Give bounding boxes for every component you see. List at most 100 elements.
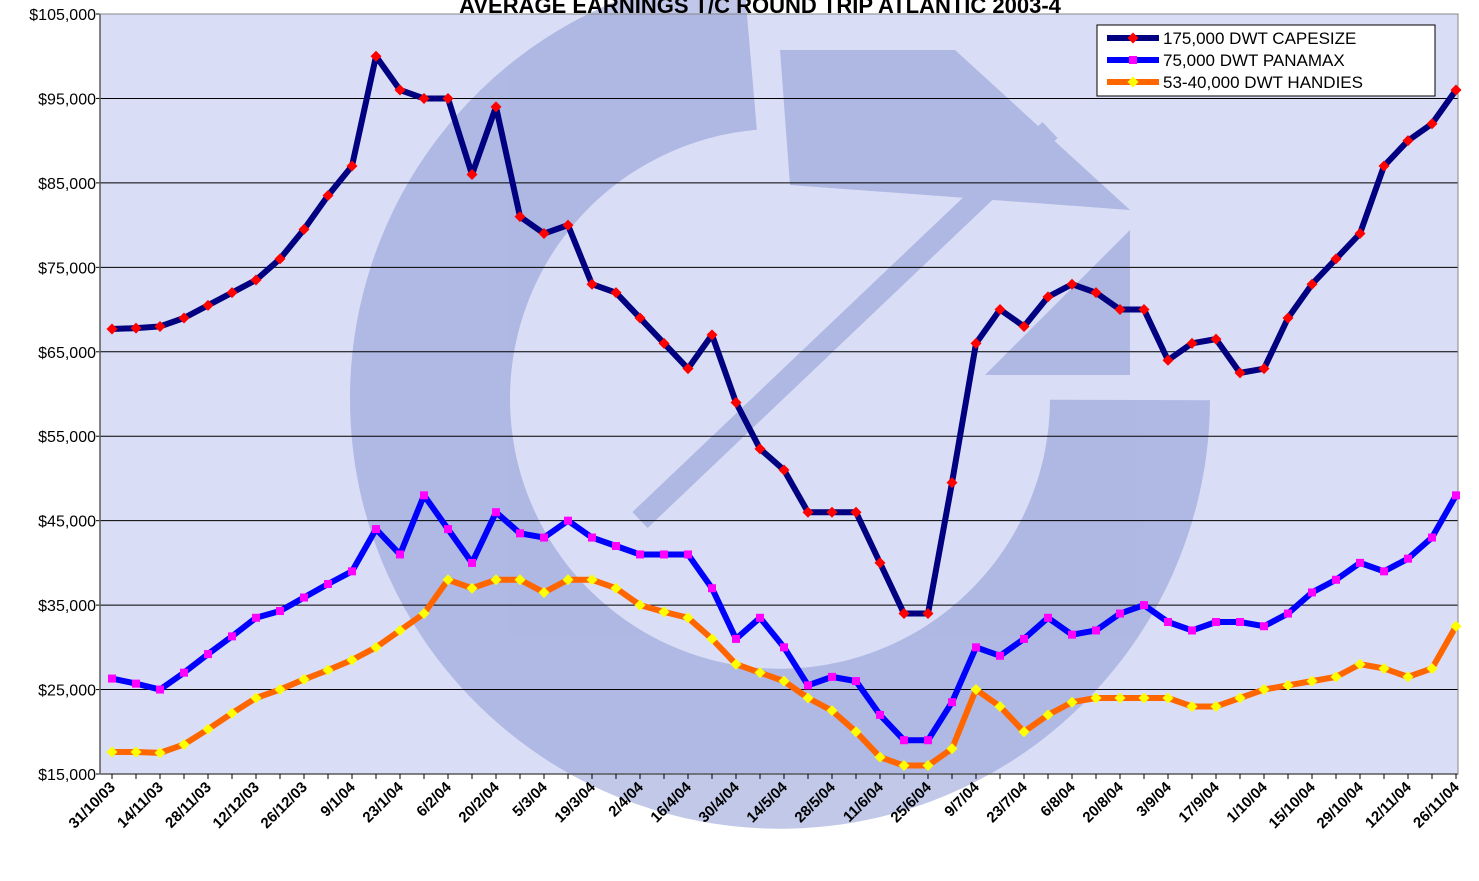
data-point [684,550,692,559]
data-point [1234,367,1246,379]
data-point [300,593,308,602]
data-point [826,705,838,717]
data-point [1018,320,1030,332]
data-point [706,633,718,645]
data-point [754,443,766,455]
data-point [610,287,622,299]
data-point [1042,291,1054,303]
data-point [1090,692,1102,704]
x-tick-label: 1/10/04 [1223,778,1271,826]
data-point [298,223,310,235]
data-point [588,533,596,542]
data-point [1234,692,1246,704]
data-point [756,613,764,622]
x-tick-label: 5/3/04 [509,778,551,820]
data-point [996,651,1004,660]
legend-marker [1127,76,1139,88]
data-point [682,363,694,375]
data-point [946,743,958,755]
data-point [922,608,934,620]
y-tick-label: $95,000 [38,91,96,108]
data-point [108,674,116,683]
data-point [900,736,908,745]
x-tick-label: 3/9/04 [1133,778,1175,820]
data-point [276,607,284,616]
data-point [202,299,214,311]
data-point [1068,630,1076,639]
data-point [178,312,190,324]
legend-label: 175,000 DWT CAPESIZE [1163,29,1356,48]
data-point [1282,312,1294,324]
data-point [1378,662,1390,674]
x-tick-label: 14/11/03 [114,779,167,832]
data-point [1402,135,1414,147]
data-point [1258,363,1270,375]
data-point [660,550,668,559]
data-point [1164,618,1172,626]
y-tick-label: $25,000 [38,683,96,700]
data-point [850,506,862,518]
data-point [252,613,260,622]
data-point [1114,304,1126,316]
data-point [1162,692,1174,704]
data-point [586,278,598,290]
data-point [466,168,478,180]
data-point [202,723,214,735]
data-point [1428,533,1436,542]
data-point [1162,354,1174,366]
data-point [1452,491,1460,500]
x-tick-label: 12/11/04 [1362,778,1415,831]
data-point [226,287,238,299]
data-point [322,190,334,202]
data-point [1426,118,1438,130]
y-tick-label: $105,000 [29,7,96,24]
x-tick-label: 6/2/04 [413,778,455,820]
data-point [562,219,574,231]
data-point [420,491,428,500]
data-point [1284,609,1292,618]
data-point [154,747,166,759]
data-point [970,684,982,696]
data-point [1380,567,1388,576]
data-point [1020,634,1028,643]
data-point [1090,287,1102,299]
data-point [828,672,836,681]
data-point [418,92,430,104]
data-point [1186,337,1198,349]
data-point [994,304,1006,316]
data-point [226,707,238,719]
chart-title: AVERAGE EARNINGS T/C ROUND TRIP ATLANTIC… [459,0,1062,18]
data-point [106,323,118,335]
x-tick-label: 31/10/03 [66,779,119,832]
data-point [1066,696,1078,708]
data-point [1092,626,1100,635]
legend: 175,000 DWT CAPESIZE 75,000 DWT PANAMAX 53… [1096,24,1436,97]
data-point [802,692,814,704]
y-tick-label: $65,000 [38,345,96,362]
data-point [1354,658,1366,670]
data-point [1306,278,1318,290]
data-point [1236,618,1244,626]
y-tick-label: $85,000 [38,176,96,193]
x-tick-label: 15/10/04 [1266,778,1320,832]
data-point [730,658,742,670]
data-point [1210,700,1222,712]
data-point [1330,253,1342,265]
data-point [634,312,646,324]
data-point [658,337,670,349]
data-point [298,673,310,685]
data-point [1114,692,1126,704]
data-point [826,506,838,518]
data-point [538,228,550,240]
data-point [274,684,286,696]
data-point [754,667,766,679]
data-point [1258,684,1270,696]
data-point [132,679,140,688]
data-point [1426,662,1438,674]
data-point [778,464,790,476]
data-point [802,506,814,518]
x-tick-label: 20/2/04 [455,778,503,826]
data-point [850,726,862,738]
data-point [922,760,934,772]
